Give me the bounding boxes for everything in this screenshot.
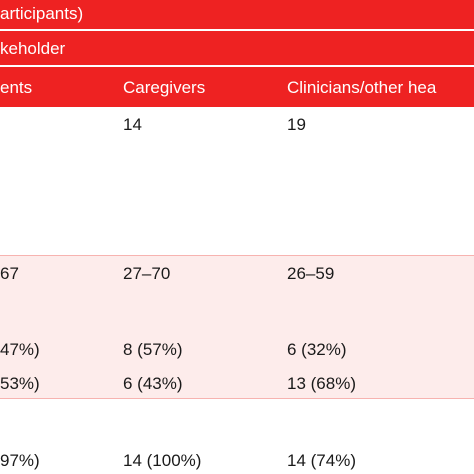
table-row-group: 47%) 8 (57%) 6 (32%) 53%) 6 (43%) 13 (68… [0, 292, 474, 398]
table-title-row: articipants) [0, 0, 474, 29]
cell: 19 [287, 115, 306, 134]
row-divider [0, 255, 474, 256]
cell: 67 [0, 264, 19, 283]
cell: 13 (68%) [287, 374, 356, 393]
table-header-row: ents Caregivers Clinicians/other hea [0, 67, 474, 107]
cell: 8 (57%) [123, 340, 183, 359]
header-patients: ents [0, 78, 33, 97]
cell: 47%) [0, 340, 40, 359]
cell: 27–70 [123, 264, 171, 283]
group-divider [0, 65, 474, 67]
row-divider [0, 398, 474, 399]
cell: 14 (74%) [287, 451, 356, 470]
table-title: articipants) [0, 4, 84, 23]
header-caregivers: Caregivers [123, 78, 206, 97]
table-group-row: keholder [0, 31, 474, 65]
cell: 6 (43%) [123, 374, 183, 393]
cell: 97%) [0, 451, 40, 470]
header-clinicians: Clinicians/other hea [287, 78, 437, 97]
cell: 26–59 [287, 264, 335, 283]
cell: 53%) [0, 374, 40, 393]
title-divider [0, 29, 474, 31]
cell: 14 (100%) [123, 451, 202, 470]
table-row: 97%) 14 (100%) 14 (74%) [0, 399, 474, 474]
table-row: 14 19 [0, 107, 474, 255]
table-row: 67 27–70 26–59 [0, 256, 474, 292]
cell: 6 (32%) [287, 340, 347, 359]
group-label: keholder [0, 39, 66, 58]
cell: 14 [123, 115, 142, 134]
